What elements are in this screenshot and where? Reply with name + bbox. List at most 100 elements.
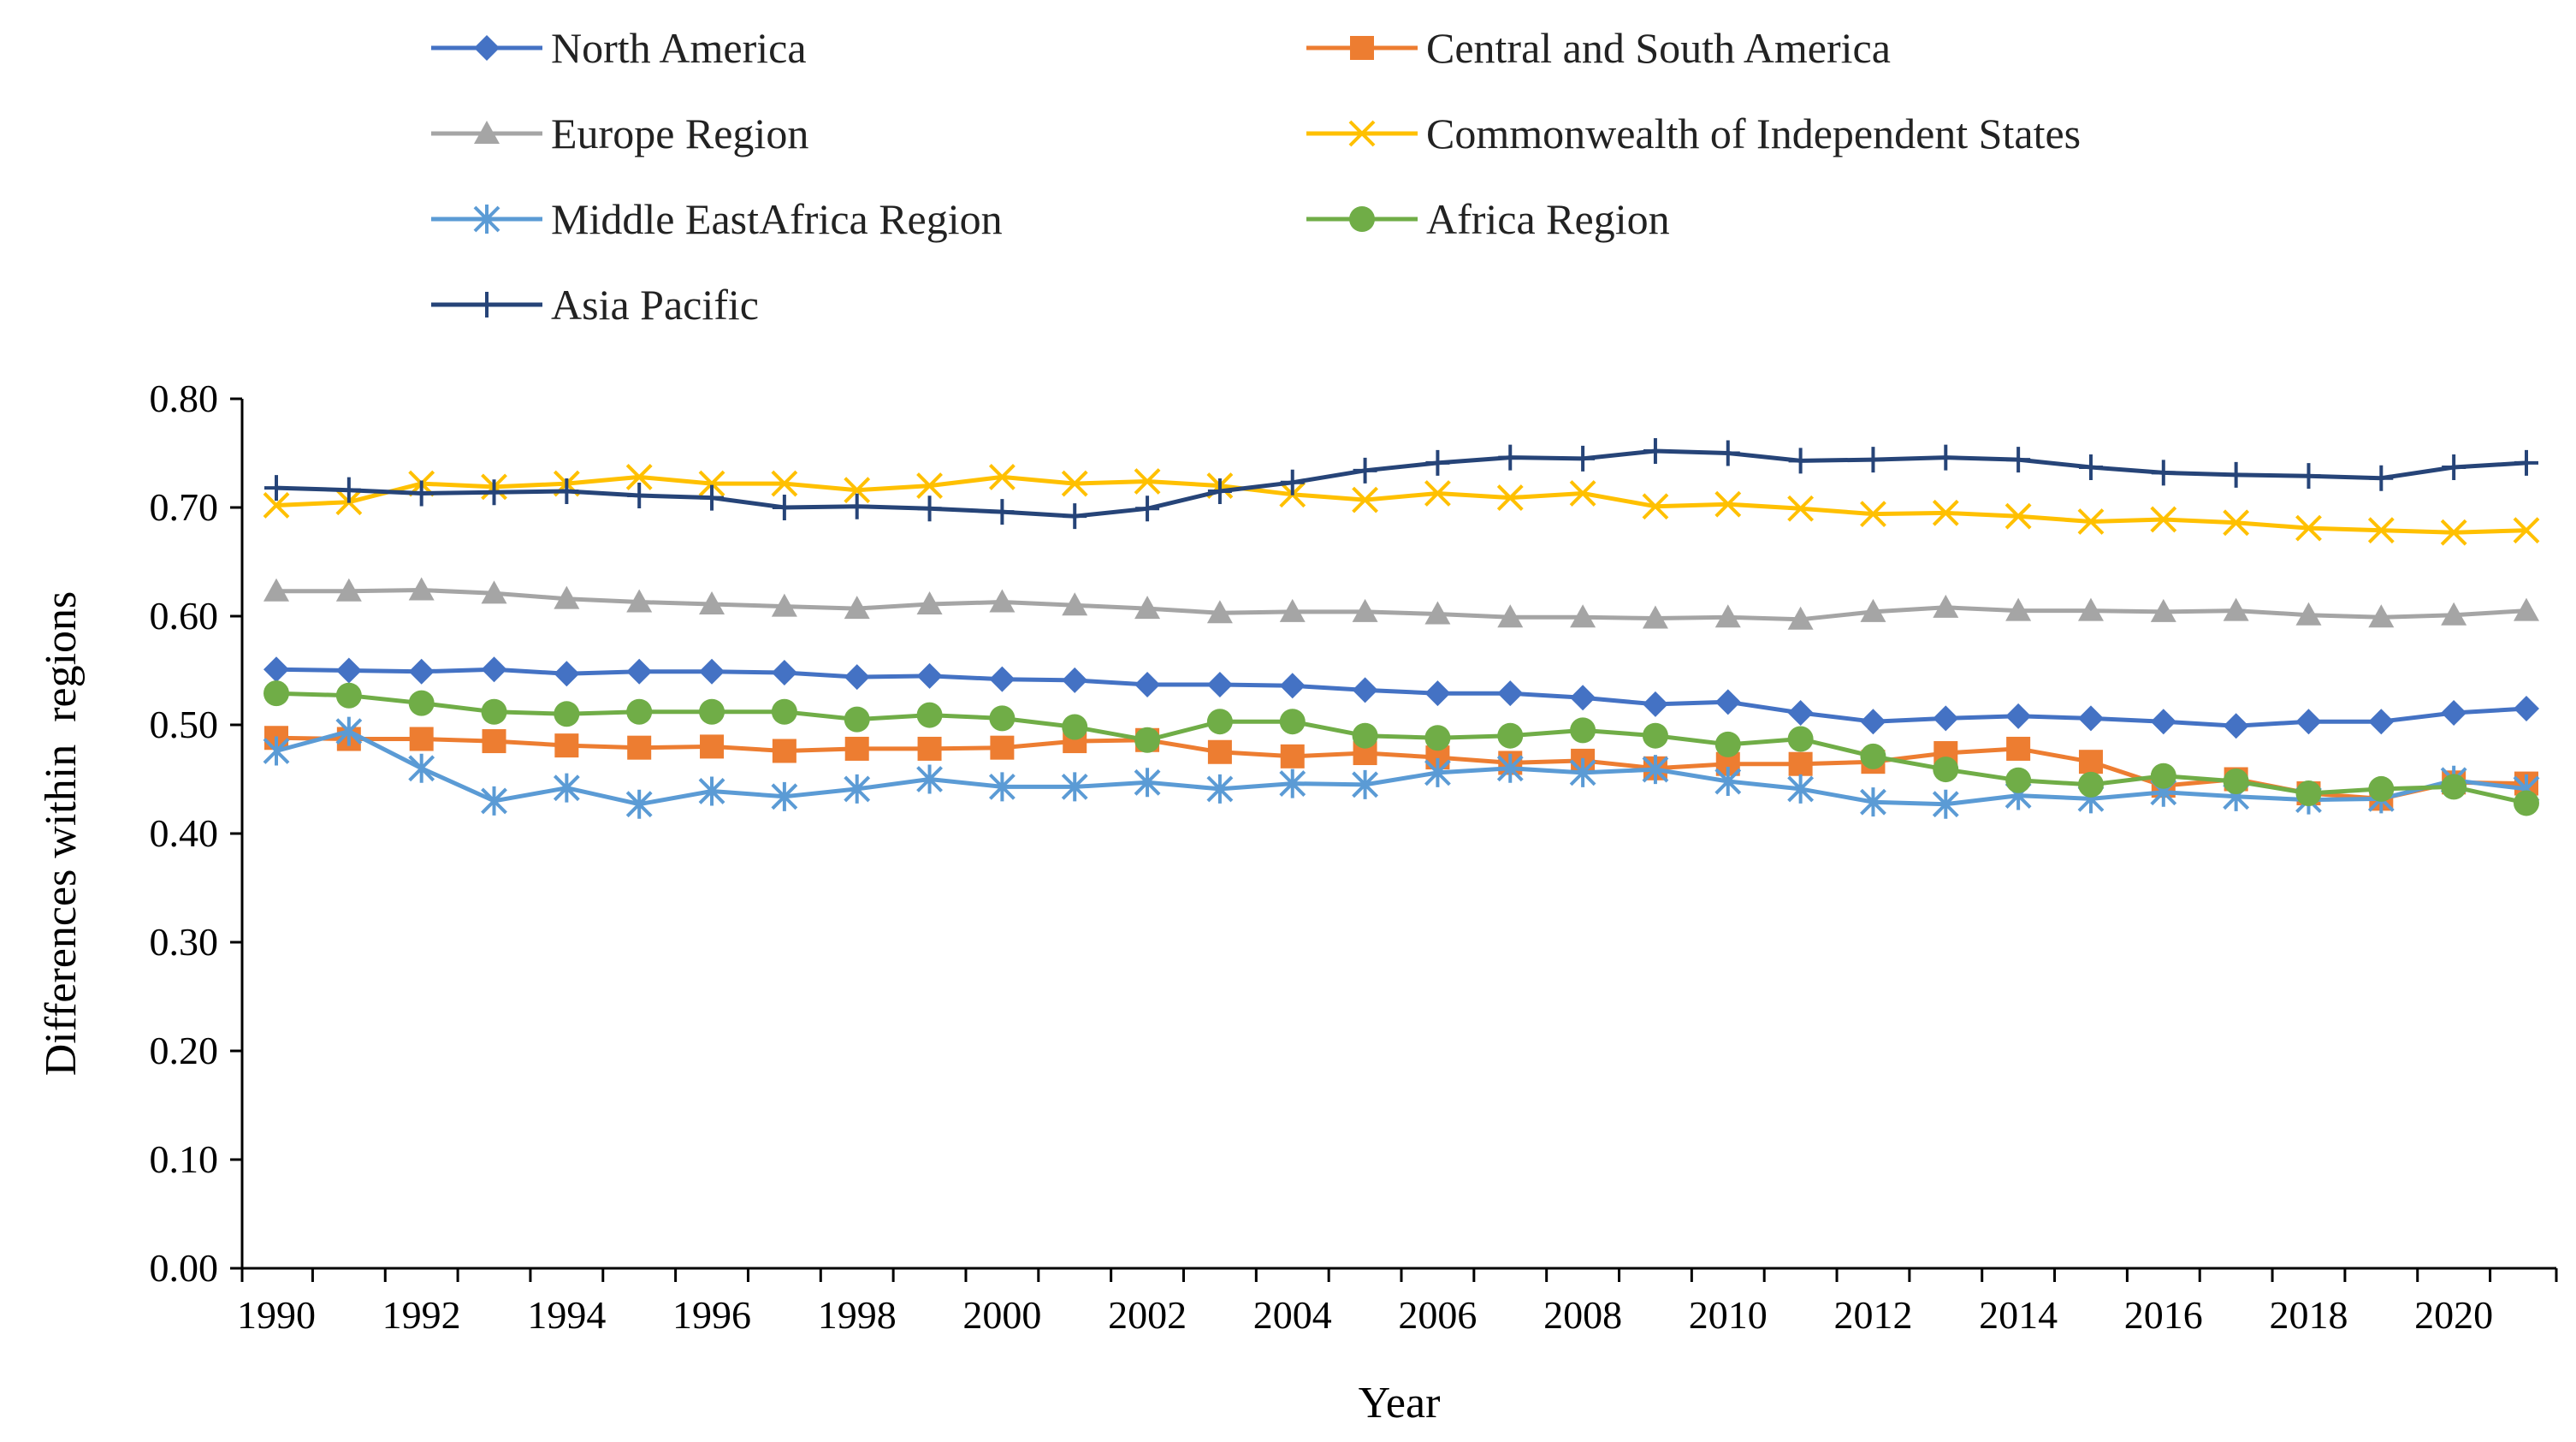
data-point-middle-eastafrica-region <box>1496 753 1524 783</box>
data-point-europe-region <box>1860 598 1886 622</box>
data-point-north-america <box>1134 672 1161 698</box>
data-point-north-america <box>1279 673 1306 699</box>
x-tick-label: 1998 <box>818 1293 897 1337</box>
data-point-middle-eastafrica-region <box>1642 755 1669 785</box>
y-tick-label: 0.20 <box>150 1029 219 1072</box>
data-point-asia-pacific <box>1788 448 1813 474</box>
data-point-africa-region <box>844 706 870 733</box>
legend-label: Middle EastAfrica Region <box>551 195 1003 243</box>
series-middle-eastafrica-region <box>263 716 2540 819</box>
data-point-africa-region <box>771 698 797 725</box>
data-point-north-america <box>1424 680 1451 707</box>
data-point-africa-region <box>1497 722 1524 749</box>
data-point-north-america <box>264 656 289 683</box>
data-point-commonwealth-of-independent-states <box>1496 484 1524 511</box>
data-point-europe-region <box>2295 602 2322 626</box>
data-point-north-america <box>2441 700 2467 727</box>
data-point-central-and-south-america <box>917 736 942 761</box>
data-point-africa-region <box>989 705 1016 732</box>
legend-item-central-and-south-america: Central and South America <box>1306 24 1891 72</box>
legend-marker <box>1350 36 1374 60</box>
data-point-africa-region <box>2005 767 2032 793</box>
data-point-europe-region <box>2150 598 2176 622</box>
data-point-central-and-south-america <box>2078 750 2103 774</box>
y-tick-label: 0.70 <box>150 485 219 529</box>
x-tick-label: 2008 <box>1543 1293 1622 1337</box>
data-point-europe-region <box>481 580 507 604</box>
data-point-middle-eastafrica-region <box>1134 768 1161 798</box>
legend: North America Central and South America Eu… <box>431 24 2081 329</box>
data-point-central-and-south-america <box>554 733 579 758</box>
data-point-africa-region <box>1933 757 1959 783</box>
data-point-middle-eastafrica-region <box>1714 767 1742 797</box>
data-point-asia-pacific <box>1715 440 1740 466</box>
data-point-north-america <box>771 660 797 686</box>
x-ticks: 1990 1992 1994 1996 1998 2000 2002 2004 2006 2008… <box>237 1268 2558 1337</box>
data-point-asia-pacific <box>336 477 361 503</box>
data-point-europe-region <box>2005 597 2032 621</box>
data-point-europe-region <box>1062 592 1088 616</box>
data-point-asia-pacific <box>1280 469 1305 496</box>
data-point-north-america <box>1497 680 1524 707</box>
data-point-europe-region <box>1714 604 1741 628</box>
data-point-asia-pacific <box>554 478 579 504</box>
data-point-north-america <box>1062 667 1088 693</box>
data-point-asia-pacific <box>1425 449 1450 476</box>
y-axis-title: Differences within regions <box>37 591 86 1077</box>
data-point-commonwealth-of-independent-states <box>1860 501 1886 528</box>
series-asia-pacific <box>264 437 2538 530</box>
data-point-commonwealth-of-independent-states <box>988 464 1016 490</box>
data-point-africa-region <box>2514 790 2539 816</box>
data-point-asia-pacific <box>700 484 725 511</box>
data-point-north-america <box>1860 709 1886 735</box>
data-point-central-and-south-america <box>700 734 725 759</box>
data-point-europe-region <box>2514 597 2539 621</box>
x-tick-label: 2010 <box>1689 1293 1768 1337</box>
data-point-africa-region <box>2295 780 2322 807</box>
y-tick-label: 0.30 <box>150 920 219 964</box>
data-point-central-and-south-america <box>1280 744 1305 768</box>
x-tick-label: 2000 <box>962 1293 1041 1337</box>
data-point-commonwealth-of-independent-states <box>2150 506 2177 533</box>
y-tick-label: 0.50 <box>150 703 219 746</box>
data-point-north-america <box>1206 672 1233 698</box>
data-point-europe-region <box>626 589 653 613</box>
data-point-europe-region <box>335 578 362 602</box>
data-point-north-america <box>2150 709 2176 735</box>
y-tick-label: 0.40 <box>150 811 219 855</box>
data-point-north-america <box>481 656 507 683</box>
data-point-asia-pacific <box>482 479 506 506</box>
data-point-africa-region <box>1642 722 1668 749</box>
series-line-central-and-south-america <box>275 735 2527 801</box>
data-point-commonwealth-of-independent-states <box>916 472 943 500</box>
data-point-commonwealth-of-independent-states <box>844 477 871 504</box>
data-point-europe-region <box>1424 601 1451 625</box>
data-point-middle-eastafrica-region <box>553 773 580 803</box>
legend-label: Central and South America <box>1426 24 1891 72</box>
data-point-middle-eastafrica-region <box>263 736 290 766</box>
data-point-asia-pacific <box>1135 496 1160 522</box>
data-point-asia-pacific <box>264 475 288 501</box>
y-ticks: 0.00 0.10 0.20 0.30 0.40 0.50 0.60 0.70 0.80 <box>150 377 242 1290</box>
data-point-commonwealth-of-independent-states <box>1787 495 1815 522</box>
series-north-america <box>264 656 2539 739</box>
data-point-europe-region <box>2077 597 2104 621</box>
data-point-asia-pacific <box>1643 437 1667 464</box>
data-point-europe-region <box>989 589 1016 613</box>
data-point-middle-eastafrica-region <box>916 764 943 794</box>
data-point-commonwealth-of-independent-states <box>2367 517 2395 544</box>
series-europe-region <box>264 577 2539 630</box>
data-point-europe-region <box>1279 598 1306 622</box>
data-point-north-america <box>1352 677 1378 703</box>
data-point-asia-pacific <box>2514 449 2538 476</box>
data-point-africa-region <box>264 680 289 707</box>
data-point-commonwealth-of-independent-states <box>1932 499 1959 526</box>
data-point-north-america <box>2514 695 2539 721</box>
series-line-middle-eastafrica-region <box>275 729 2527 807</box>
data-point-north-america <box>1933 705 1959 732</box>
data-point-europe-region <box>1206 600 1233 624</box>
data-point-commonwealth-of-independent-states <box>1061 470 1088 497</box>
data-point-europe-region <box>2223 597 2249 621</box>
data-point-europe-region <box>1352 598 1378 622</box>
